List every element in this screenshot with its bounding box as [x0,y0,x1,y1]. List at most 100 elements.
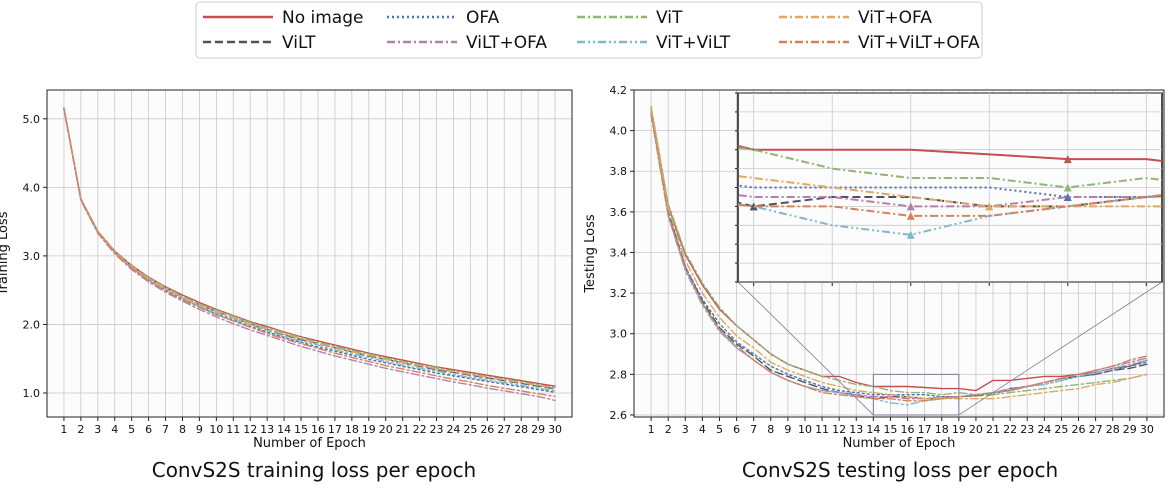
x-tick-label: 29 [531,423,545,436]
x-tick-label: 30 [548,423,562,436]
x-tick-label: 3 [94,423,101,436]
inset-series-vit-ofa [738,175,1162,208]
inset-min-marker-no-image [1063,155,1072,164]
x-tick-label: 18 [935,423,949,436]
x-tick-label: 12 [243,423,257,436]
x-tick-label: 13 [849,423,863,436]
inset-series-vilt-ofa [738,194,1162,208]
x-tick-label: 11 [226,423,240,436]
x-tick-label: 2 [77,423,84,436]
zoom-connector [737,281,874,416]
x-tick-label: 21 [396,423,410,436]
x-tick-label: 25 [463,423,477,436]
inset-min-marker-vit-vilt-ofa [906,211,915,220]
x-tick-label: 22 [1003,423,1017,436]
x-tick-label: 20 [379,423,393,436]
legend-label-vit-vilt-ofa: ViT+ViLT+OFA [858,33,980,53]
inset-series-vit [738,146,1162,189]
x-tick-label: 2 [665,423,672,436]
testing-chart-caption: ConvS2S testing loss per epoch [742,458,1058,482]
train-plot-area [47,90,572,417]
x-tick-label: 5 [716,423,723,436]
train-series-vilt-ofa [63,108,556,402]
inset-series-ofa [738,184,1162,198]
x-tick-label: 22 [413,423,427,436]
testing-loss-chart: 1 2 3 4 5 6 7 8 9 10 11 12 13 14 15 16 17 18 19 20 21 22 23 24 2… [583,84,1165,451]
x-tick-label: 10 [209,423,223,436]
legend-label-vilt: ViLT [282,33,316,53]
test-series-vit-vilt [650,113,1148,406]
y-tick-label: 4.0 [610,125,628,138]
train-x-axis-label: Number of Epoch [253,436,366,451]
x-tick-label: 27 [497,423,511,436]
x-tick-label: 4 [699,423,706,436]
y-tick-label: 3.0 [23,250,41,263]
inset-min-marker-vit-ofa [985,202,994,211]
x-tick-label: 26 [1072,423,1086,436]
y-tick-label: 5.0 [23,113,41,126]
x-tick-label: 26 [480,423,494,436]
x-tick-label: 17 [328,423,342,436]
x-tick-label: 28 [1106,423,1120,436]
inset-series-vit-vilt-ofa [738,194,1162,217]
y-tick-label: 4.2 [610,84,628,97]
x-tick-label: 27 [1089,423,1103,436]
x-tick-label: 24 [446,423,460,436]
x-tick-label: 3 [682,423,689,436]
y-tick-label: 3.0 [610,328,628,341]
test-series-vit [650,105,1148,396]
x-tick-label: 6 [733,423,740,436]
test-y-axis-label: Testing Loss [583,214,598,294]
x-tick-label: 6 [145,423,152,436]
y-tick-label: 3.2 [610,287,628,300]
train-axes-frame [46,89,573,418]
train-y-axis-label: Training Loss [0,211,11,296]
x-tick-label: 14 [277,423,291,436]
y-tick-label: 2.6 [610,409,628,422]
x-tick-label: 16 [901,423,915,436]
legend-label-vit: ViT [656,8,683,28]
inset-min-marker-vit [1063,183,1072,192]
x-tick-label: 28 [514,423,528,436]
x-tick-label: 24 [1037,423,1051,436]
x-tick-label: 15 [883,423,897,436]
inset-min-marker-ofa [1063,192,1072,201]
test-series-vit-ofa [650,107,1148,400]
legend-label-ofa: OFA [466,8,500,28]
x-tick-label: 14 [866,423,880,436]
y-tick-label: 3.6 [610,206,628,219]
zoom-inset [735,92,1163,416]
inset-series-no-image [738,144,1162,163]
x-tick-label: 17 [918,423,932,436]
y-tick-label: 2.0 [23,318,41,331]
test-x-axis-label: Number of Epoch [843,436,956,451]
train-grid [47,90,572,417]
training-chart-caption: ConvS2S training loss per epoch [152,458,477,482]
legend-label-vit-vilt: ViT+ViLT [656,33,731,53]
train-series-vit-ofa [63,107,556,389]
x-tick-label: 18 [345,423,359,436]
x-tick-label: 25 [1054,423,1068,436]
train-series-vit-vilt-ofa [63,107,556,398]
legend-label-no-image: No image [282,8,363,28]
x-tick-label: 5 [128,423,135,436]
x-tick-label: 15 [294,423,308,436]
x-tick-label: 12 [832,423,846,436]
x-tick-label: 11 [815,423,829,436]
x-tick-label: 1 [60,423,67,436]
training-loss-chart: 1 2 3 4 5 6 7 8 9 10 11 12 13 14 15 16 17 18 19 20 21 22 23 24 2… [0,89,573,451]
y-tick-label: 3.8 [610,165,628,178]
x-tick-label: 20 [969,423,983,436]
inset-min-marker-vilt-ofa [906,202,915,211]
y-tick-label: 2.8 [610,368,628,381]
x-tick-label: 9 [196,423,203,436]
legend-label-vilt-ofa: ViLT+OFA [466,33,547,53]
test-series-vit-vilt-ofa [650,113,1148,402]
x-tick-label: 16 [311,423,325,436]
test-axes-frame [633,89,1165,418]
inset-min-marker-vit-vilt [906,230,915,239]
x-tick-label: 4 [111,423,118,436]
test-series-ofa [650,109,1148,398]
x-tick-label: 8 [179,423,186,436]
